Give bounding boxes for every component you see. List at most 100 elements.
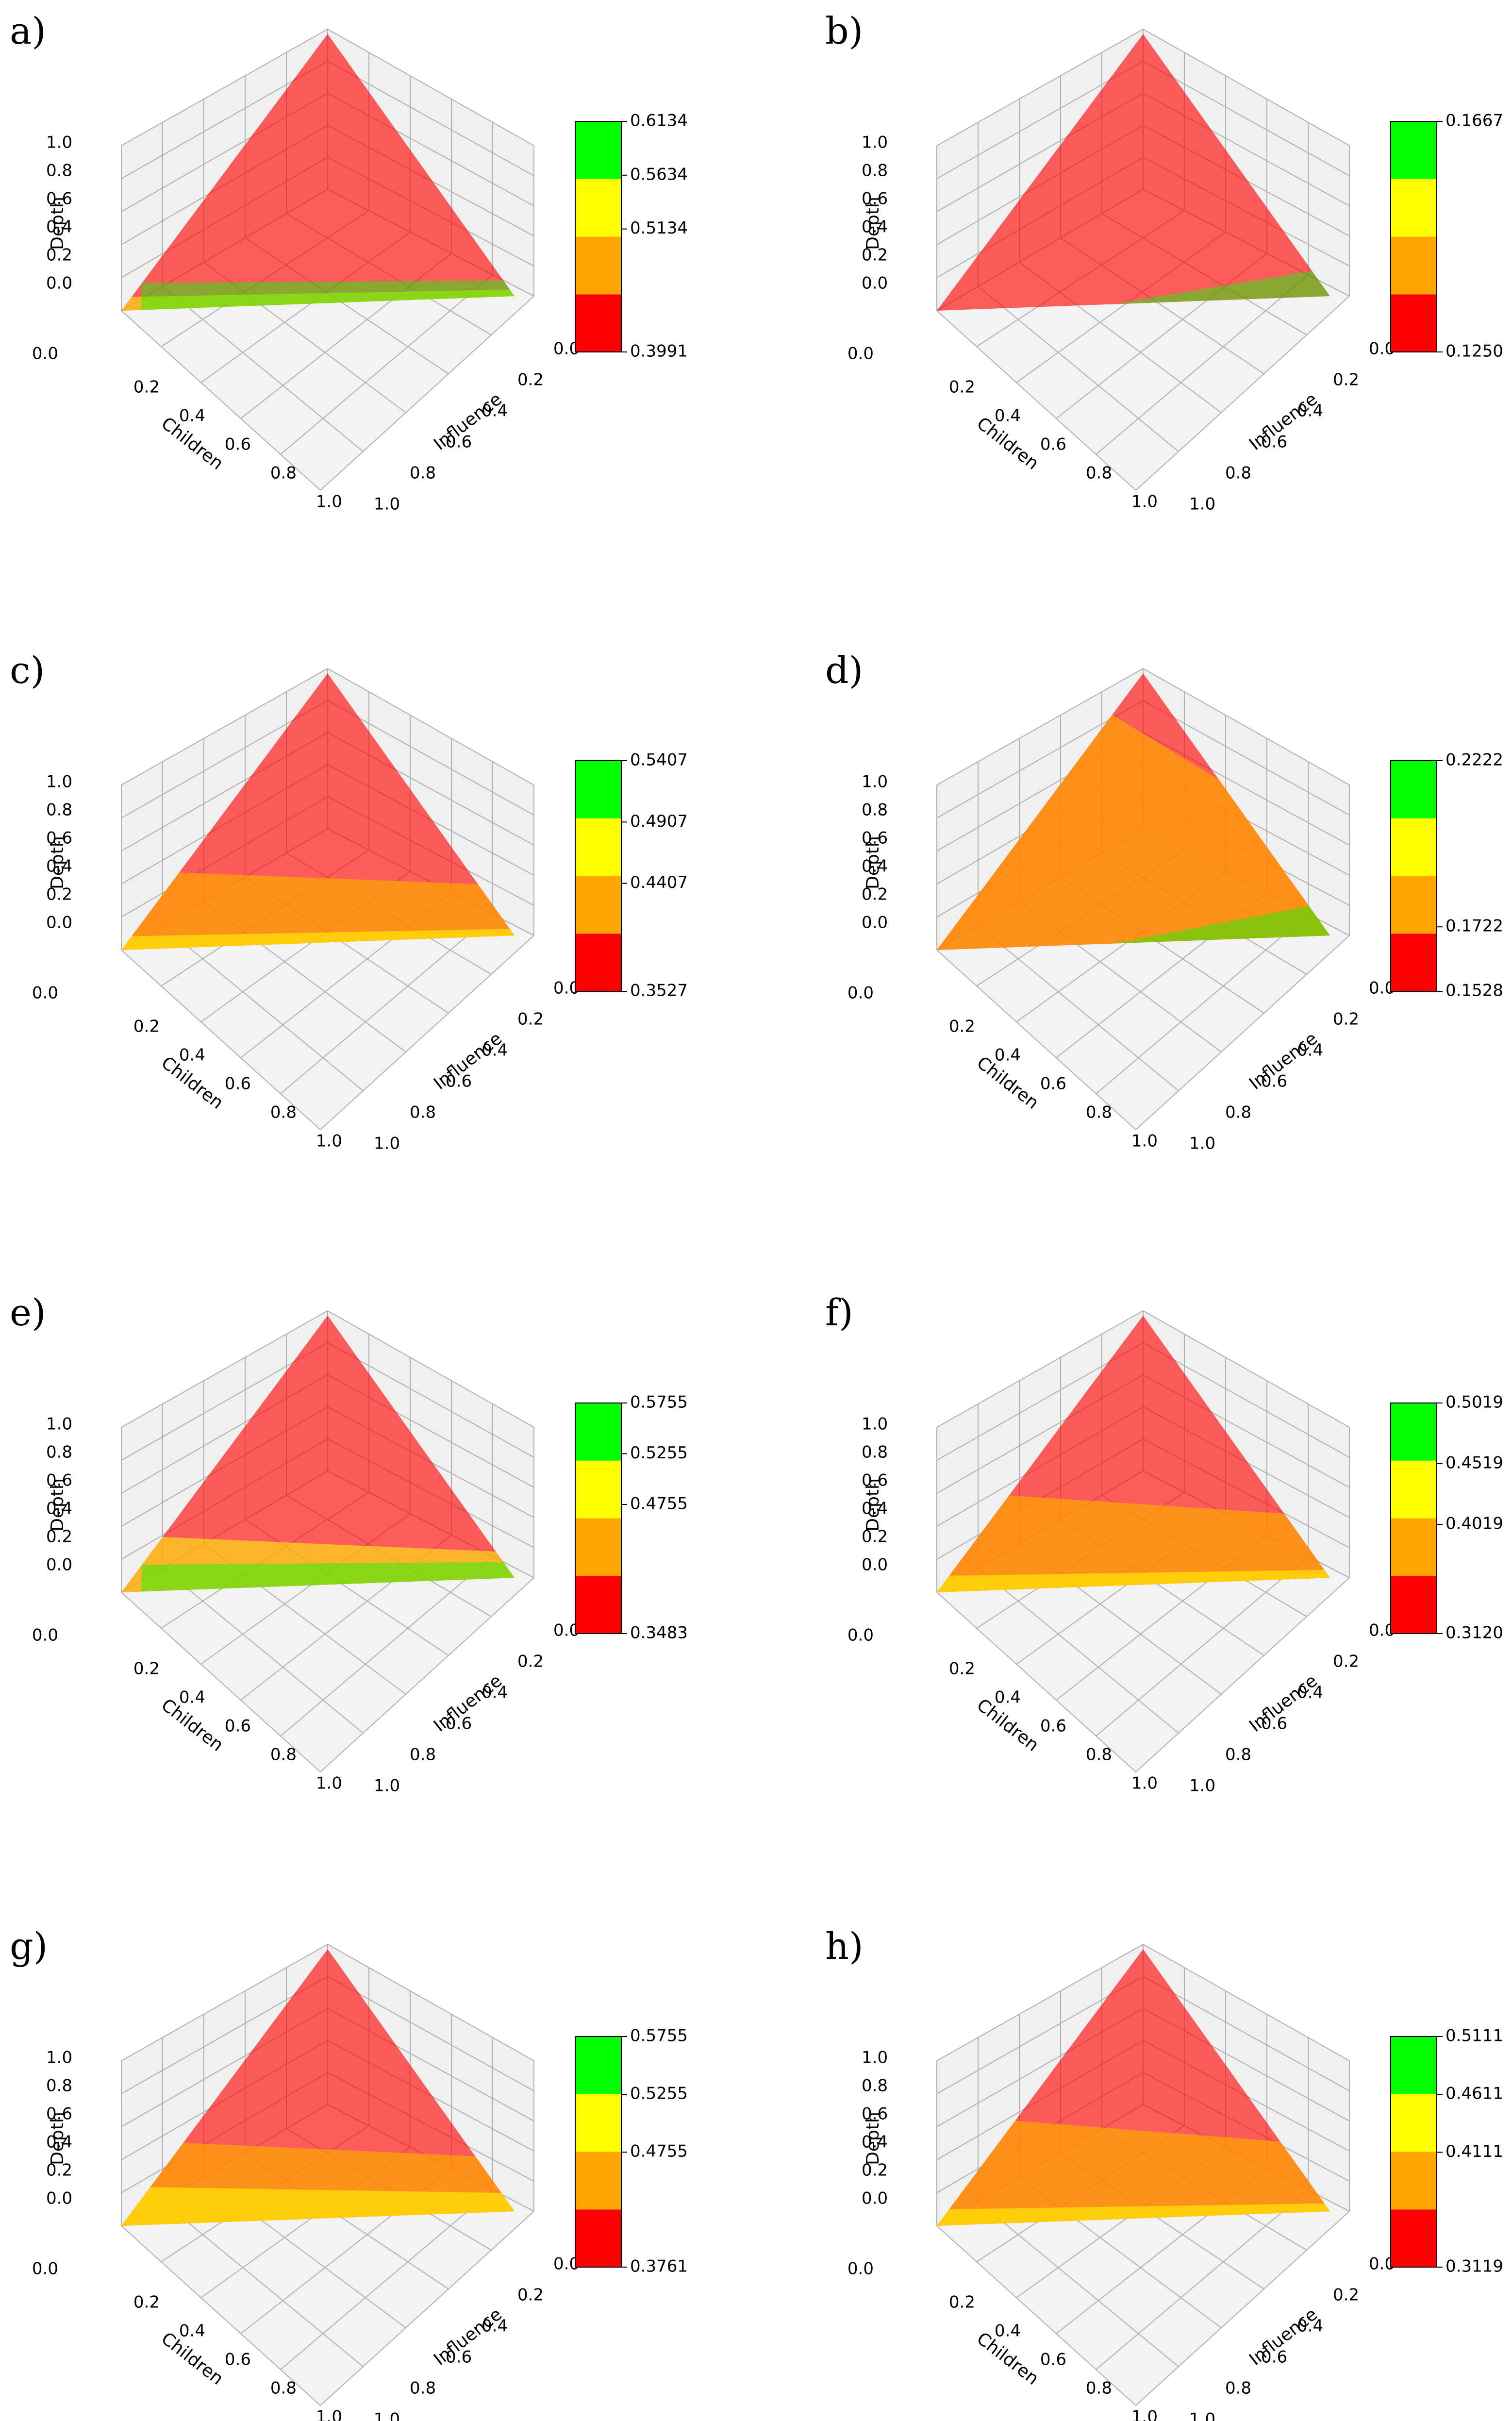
- depth-tick: 0.2: [862, 2161, 888, 2180]
- children-tick: 0.6: [225, 435, 251, 454]
- depth-axis-label: Depth: [48, 836, 67, 889]
- children-tick: 0.8: [270, 464, 297, 483]
- panel-d: d) 0.0 0.2 0.4 0.6 0.8 1.0 Depth 0.0 0.2 0.4 0.6 0.8…: [825, 649, 1503, 1153]
- children-tick: 0.8: [270, 1745, 297, 1765]
- grid-line: [936, 1310, 1350, 1428]
- children-tick: 0.4: [179, 406, 205, 426]
- colorbar-band: [575, 934, 621, 991]
- panel-g: g) 0.0 0.2 0.4 0.6 0.8 1.0 Depth 0.0 0.2 0.4 0.6 0.8…: [10, 1924, 688, 2421]
- depth-tick: 0.4: [862, 1499, 888, 1519]
- influence-tick: 1.0: [374, 1134, 400, 1153]
- children-tick: 0.0: [847, 2259, 874, 2279]
- children-tick: 0.4: [995, 2321, 1021, 2341]
- colorbar-band: [1391, 294, 1437, 352]
- colorbar-tick-label: 0.5755: [630, 1393, 688, 1412]
- children-tick: 1.0: [316, 1774, 342, 1793]
- colorbar-band: [575, 818, 621, 876]
- depth-axis-label: Depth: [863, 1478, 883, 1532]
- influence-tick: 1.0: [1189, 495, 1215, 514]
- depth-tick: 1.0: [46, 133, 72, 152]
- depth-tick: 0.4: [862, 2133, 888, 2152]
- grid-line: [1135, 296, 1350, 491]
- depth-tick: 0.2: [46, 2161, 72, 2180]
- children-tick: 0.4: [179, 1046, 205, 1065]
- depth-tick: 0.4: [862, 217, 888, 237]
- panel-label: c): [10, 649, 45, 692]
- influence-tick: 0.6: [1261, 433, 1287, 452]
- depth-tick: 0.6: [46, 2104, 72, 2124]
- influence-tick: 0.8: [410, 2379, 436, 2398]
- influence-tick: 1.0: [1189, 1776, 1215, 1796]
- depth-tick: 0.2: [46, 246, 72, 265]
- influence-tick: 0.6: [446, 433, 472, 452]
- depth-tick: 0.0: [862, 2189, 888, 2208]
- children-tick: 0.4: [995, 1688, 1021, 1707]
- colorbar-tick-label: 0.4611: [1446, 2084, 1503, 2104]
- depth-tick: 0.4: [46, 857, 72, 876]
- colorbar-tick-label: 0.6134: [630, 111, 688, 131]
- colorbar-tick-label: 0.5407: [630, 751, 688, 770]
- colorbar-frame: [575, 760, 622, 992]
- colorbar-band: [575, 1518, 621, 1576]
- colorbar-tick-label: 0.5755: [630, 2026, 688, 2046]
- influence-tick: 0.8: [1225, 1103, 1251, 1122]
- colorbar-tick-label: 0.4907: [630, 812, 688, 831]
- grid-line: [162, 925, 364, 1091]
- influence-tick: 0.4: [482, 1683, 508, 1703]
- grid-line: [1096, 1556, 1309, 1736]
- colorbar-tick-label: 0.3761: [630, 2257, 688, 2276]
- colorbar-band: [575, 2094, 621, 2152]
- grid-line: [162, 1568, 364, 1734]
- colorbar-tick-label: 0.4755: [630, 1494, 688, 1514]
- children-tick: 0.0: [32, 2259, 58, 2279]
- influence-tick: 0.2: [1333, 2286, 1359, 2305]
- grid-line: [320, 1577, 534, 1772]
- surface-orange-region: [937, 1495, 1330, 1592]
- colorbar-tick-label: 0.4019: [1446, 1514, 1503, 1534]
- grid-line: [936, 310, 1136, 491]
- panel-c: c) 0.0 0.2 0.4 0.6 0.8 1.0 Depth 0.0 0.2 0.4 0.6 0.8…: [10, 649, 688, 1153]
- influence-tick: 0.8: [410, 1103, 436, 1122]
- grid-line: [1096, 914, 1309, 1094]
- depth-tick: 0.6: [46, 829, 72, 848]
- influence-tick: 0.6: [446, 1714, 472, 1734]
- surface-green-region: [141, 1562, 515, 1592]
- depth-tick: 0.8: [862, 161, 888, 181]
- colorbar-band: [1391, 2037, 1437, 2094]
- grid-line: [162, 2201, 364, 2367]
- children-tick: 1.0: [316, 2407, 342, 2421]
- influence-tick: 0.4: [482, 2317, 508, 2336]
- surface-yellow-region: [937, 2203, 1330, 2226]
- colorbar-band: [575, 121, 621, 179]
- grid-line: [320, 2211, 534, 2406]
- grid-line: [978, 925, 1179, 1091]
- colorbar-tick-label: 0.3527: [630, 981, 688, 1001]
- children-tick: 1.0: [316, 492, 342, 512]
- colorbar-tick-label: 0.4755: [630, 2142, 688, 2161]
- influence-tick: 0.4: [482, 1041, 508, 1060]
- depth-tick: 0.8: [46, 1443, 72, 1462]
- children-tick: 0.6: [1040, 2350, 1066, 2370]
- children-tick: 0.0: [847, 1626, 874, 1645]
- depth-tick: 1.0: [46, 1415, 72, 1434]
- grid-line: [121, 1943, 534, 2061]
- grid-line: [978, 1568, 1179, 1734]
- depth-tick: 0.2: [862, 885, 888, 904]
- colorbar-tick-label: 0.1722: [1446, 917, 1503, 936]
- influence-tick: 0.4: [1297, 1041, 1323, 1060]
- grid-line: [1135, 935, 1350, 1130]
- influence-tick: 0.4: [1297, 2317, 1323, 2336]
- panel-b: b) 0.0 0.2 0.4 0.6 0.8 1.0 Depth 0.0 0.2 0.4 0.6 0.8…: [825, 9, 1503, 514]
- colorbar-band: [1391, 2094, 1437, 2152]
- children-tick: 0.8: [1086, 1745, 1112, 1765]
- panel-h: h) 0.0 0.2 0.4 0.6 0.8 1.0 Depth 0.0 0.2 0.4 0.6 0.8…: [825, 1924, 1503, 2421]
- grid-line: [121, 28, 534, 146]
- depth-tick: 0.0: [862, 1555, 888, 1575]
- grid-line: [121, 2225, 321, 2406]
- depth-tick: 0.6: [862, 1471, 888, 1490]
- children-tick: 0.4: [995, 1046, 1021, 1065]
- depth-tick: 0.6: [862, 2104, 888, 2124]
- depth-tick: 0.0: [862, 274, 888, 293]
- influence-tick: 0.8: [1225, 2379, 1251, 2398]
